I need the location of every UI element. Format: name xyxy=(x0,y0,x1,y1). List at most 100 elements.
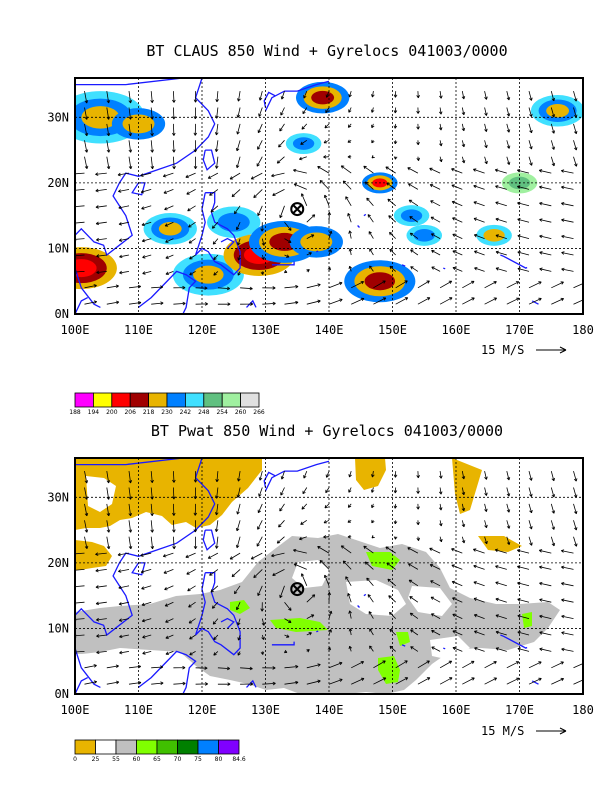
wind-vector xyxy=(539,565,552,570)
wind-vector xyxy=(237,271,241,276)
wind-vector xyxy=(452,597,463,603)
wind-vector xyxy=(348,610,352,619)
wind-vector xyxy=(306,614,315,619)
wind-vector xyxy=(172,123,176,136)
wind-vector xyxy=(573,107,578,118)
pwat-moist-belt xyxy=(75,534,560,694)
wind-vector xyxy=(96,254,107,258)
pwat-dry-ne2 xyxy=(452,458,482,514)
wind-vector xyxy=(253,569,263,579)
wind-vector xyxy=(195,666,208,670)
y-tick-label: 10N xyxy=(47,241,69,255)
coastline-segment xyxy=(443,267,446,270)
colorbar-label: 75 xyxy=(194,756,202,763)
wind-vector xyxy=(550,520,555,530)
wind-vector xyxy=(539,647,552,652)
wind-vector xyxy=(128,664,142,669)
wind-vector xyxy=(371,535,375,539)
wind-vector xyxy=(393,487,398,494)
wind-vector xyxy=(106,284,119,289)
x-tick-label: 130E xyxy=(251,323,280,337)
wind-vector xyxy=(119,254,130,259)
wind-vector xyxy=(118,189,130,193)
wind-vector xyxy=(185,552,196,559)
pwat-dry-ne3 xyxy=(478,536,522,552)
x-tick-label: 140E xyxy=(315,703,344,717)
x-tick-labels: 100E 110E 120E 130E 140E 150E 160E 170E 180 xyxy=(61,323,594,337)
colorbar-swatch xyxy=(95,739,117,755)
coastline-segment xyxy=(75,458,216,688)
cloud-cell xyxy=(207,206,261,238)
wind-vector xyxy=(210,585,219,593)
wind-vector xyxy=(173,665,186,670)
wind-vector xyxy=(119,270,130,275)
wind-vector xyxy=(189,254,196,260)
wind-vector xyxy=(451,168,463,174)
colorbar-swatch xyxy=(166,392,186,408)
wind-vector xyxy=(367,594,374,603)
wind-vector xyxy=(416,123,420,130)
wind-vector xyxy=(106,520,111,533)
cloud-cell xyxy=(75,247,117,290)
wind-vector xyxy=(235,536,241,549)
wind-vector xyxy=(417,297,431,305)
cloud-cell xyxy=(530,95,583,127)
wind-vector xyxy=(325,487,330,494)
wind-vector xyxy=(385,546,396,554)
wind-vector xyxy=(235,520,241,532)
wind-vector xyxy=(84,156,89,170)
wind-vector xyxy=(430,613,441,619)
wind-vector xyxy=(561,185,574,190)
wind-vector xyxy=(439,280,453,289)
wind-vector xyxy=(506,140,511,149)
wind-vector xyxy=(438,503,443,511)
wind-vector xyxy=(351,281,365,289)
wind-vector xyxy=(573,282,583,289)
pwat-dry-ne1 xyxy=(355,458,386,490)
wind-vector xyxy=(150,520,154,533)
wind-vector xyxy=(276,156,285,164)
wind-vector xyxy=(473,217,485,223)
coastline-segment xyxy=(500,254,528,269)
wind-vector xyxy=(128,520,133,533)
wind-vector xyxy=(236,123,241,135)
wind-vector xyxy=(95,601,107,606)
wind-vector xyxy=(560,549,574,554)
wind-vector xyxy=(193,471,198,483)
wind-vector xyxy=(328,678,343,685)
wind-vector xyxy=(209,189,219,196)
wind-vector xyxy=(461,123,466,132)
wind-vector xyxy=(284,221,292,231)
wind-vector xyxy=(431,630,441,636)
wind-vector xyxy=(262,681,276,686)
colorbar-swatch xyxy=(221,392,241,408)
wind-vector xyxy=(551,281,564,289)
wind-vector xyxy=(306,632,312,636)
wind-vector xyxy=(539,631,552,636)
x-tick-label: 180 xyxy=(572,703,594,717)
plot-frame xyxy=(74,77,584,315)
wind-vector xyxy=(279,123,285,132)
wind-vector xyxy=(494,548,507,554)
wind-vector xyxy=(573,520,578,531)
wind-vector xyxy=(195,286,208,290)
wind-vector xyxy=(452,646,463,652)
coastline-segment xyxy=(202,149,216,171)
wind-vector xyxy=(393,471,398,478)
wind-vector xyxy=(173,285,186,290)
wind-vector xyxy=(84,300,98,305)
coastline-segment xyxy=(131,182,146,196)
wind-vector xyxy=(250,552,263,560)
wind-vector xyxy=(299,156,307,161)
wind-vector xyxy=(573,487,578,498)
colorbar-label: 80 xyxy=(215,756,223,763)
plot-frame xyxy=(74,457,584,695)
wind-vector xyxy=(328,230,333,239)
coastline-segment xyxy=(357,605,360,608)
wind-vector xyxy=(212,238,219,245)
coastline-segment xyxy=(75,677,88,694)
wind-vector xyxy=(164,585,174,591)
colorbar-label: 194 xyxy=(88,409,100,416)
wind-vector xyxy=(162,172,174,178)
wind-vector xyxy=(235,156,241,169)
